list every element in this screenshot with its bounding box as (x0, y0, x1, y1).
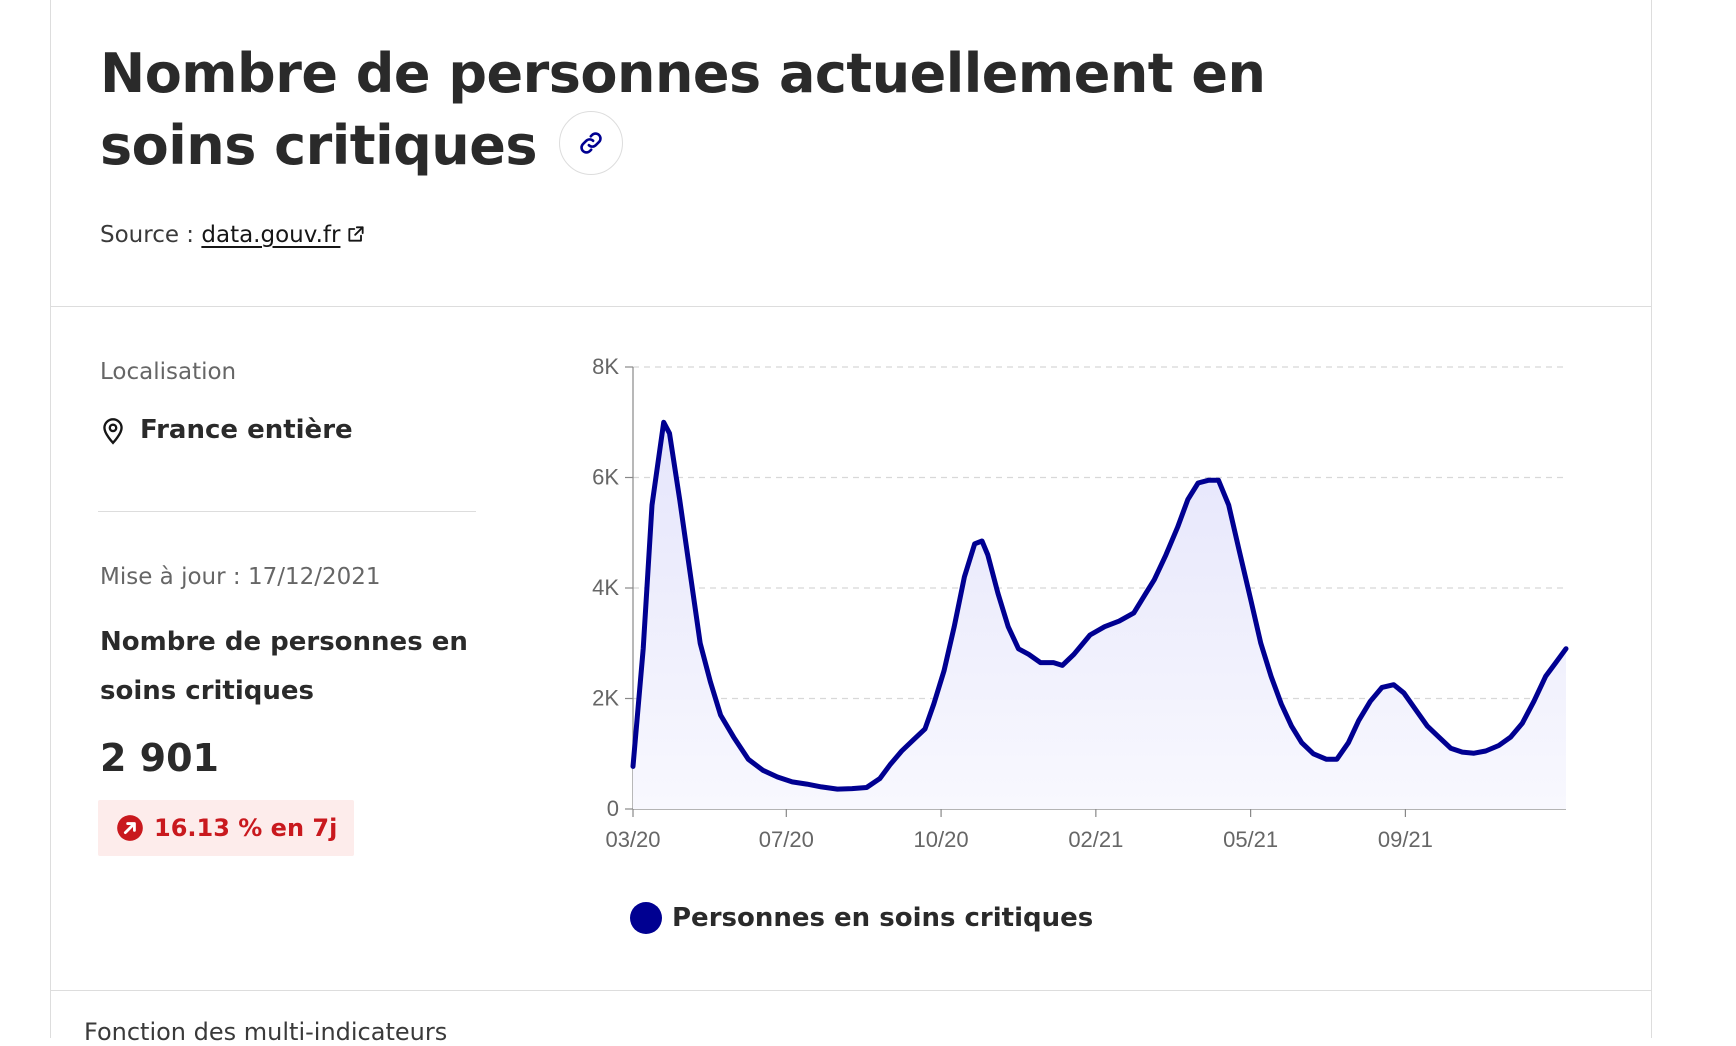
x-tick-label: 05/21 (1223, 827, 1278, 852)
y-tick-label: 0 (607, 796, 619, 821)
legend-label: Personnes en soins critiques (672, 903, 1094, 933)
location-pin-icon (103, 418, 123, 445)
series-area (633, 422, 1566, 809)
kpi-label: Nombre de personnes en soins critiques (100, 627, 468, 706)
header-divider (50, 306, 1652, 307)
source-prefix: Source : (100, 222, 202, 248)
card-bottom-divider (50, 990, 1652, 991)
kpi-value: 2 901 (100, 736, 219, 780)
y-tick-label: 8K (592, 354, 619, 379)
copy-link-button[interactable] (558, 111, 623, 176)
page-title-text: Nombre de personnes actuellement en soin… (100, 42, 1266, 177)
external-link-icon (348, 226, 365, 242)
chart-legend: Personnes en soins critiques (630, 902, 1093, 934)
source-link-text: data.gouv.fr (201, 222, 341, 248)
trend-badge: 16.13 % en 7j (98, 800, 355, 856)
footer-text: Fonction des multi-indicateurs (84, 1018, 448, 1046)
y-tick-label: 2K (592, 686, 619, 711)
update-date: Mise à jour : 17/12/2021 (100, 564, 381, 590)
location-label: Localisation (100, 359, 237, 385)
source-link[interactable]: data.gouv.fr (201, 222, 366, 248)
x-tick-label: 02/21 (1068, 827, 1123, 852)
x-tick-label: 10/20 (914, 827, 969, 852)
trend-up-icon (117, 815, 143, 841)
x-tick-label: 09/21 (1378, 827, 1433, 852)
y-tick-label: 4K (592, 575, 619, 600)
area-chart: 0 2K 4K 6K 8K 03/20 07/20 10/20 02/21 05/21 09/21 (592, 354, 1569, 852)
y-tick-label: 6K (592, 465, 619, 490)
link-icon (580, 132, 602, 155)
source-line: Source : data.gouv.fr (100, 222, 366, 248)
location-value: France entière (140, 415, 353, 445)
x-tick-label: 07/20 (759, 827, 814, 852)
x-tick-label: 03/20 (605, 827, 660, 852)
sidebar-divider (98, 511, 476, 512)
location-selector[interactable]: France entière (100, 415, 353, 445)
page-title: Nombre de personnes actuellement en soin… (100, 38, 1400, 182)
indicator-card (50, 0, 1652, 1038)
series-line (630, 419, 1569, 792)
legend-swatch (630, 902, 662, 934)
trend-text: 16.13 % en 7j (154, 814, 338, 842)
